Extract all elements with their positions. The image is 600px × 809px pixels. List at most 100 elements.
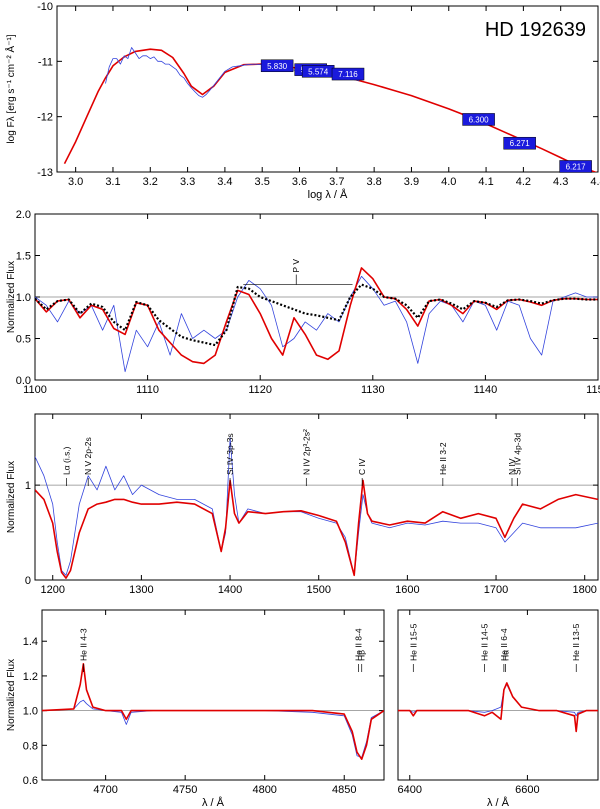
line-id: He II 15-5 (408, 623, 418, 672)
x-tick-label: 4750 (173, 784, 197, 796)
x-tick-label: 4.3 (553, 176, 568, 188)
x-tick-label: 3.8 (366, 176, 381, 188)
line-id-label: Si IV 4p-3d (512, 433, 522, 475)
line-id-label: He II 6-4 (499, 628, 509, 661)
y-tick-label: -10 (37, 1, 53, 13)
x-tick-label: 1500 (306, 584, 330, 596)
y-tick-label: 2.0 (16, 209, 31, 221)
x-axis-label: λ / Å (202, 796, 225, 809)
x-tick-label: 1600 (395, 584, 419, 596)
y-tick-label: 0.5 (16, 334, 31, 346)
series-model (42, 662, 384, 761)
series-model (35, 479, 598, 579)
line-id-label: Hβ (357, 650, 367, 661)
y-axis-label: Normalized Flux (6, 461, 17, 533)
y-axis-label: Normalized Flux (6, 659, 17, 731)
line-id: N IV (507, 458, 517, 486)
y-tick-label: 1 (25, 480, 31, 492)
x-tick-label: 3.2 (143, 176, 158, 188)
panel-uv: 1200 1300 1400 1500 1600 1700 1800 0 1 Normalized… (6, 413, 599, 596)
line-id-label: Hα (501, 650, 511, 661)
wavelength-box: 5.574 (301, 65, 335, 78)
wavelength-box: 7.116 (331, 67, 365, 81)
line-id-label: Si IV 3p-3s (225, 433, 235, 475)
line-id: N V 2p-2s (83, 437, 93, 486)
line-id-label: He II 13-5 (571, 623, 581, 661)
wavelength-box-label: 6.300 (469, 115, 490, 124)
x-tick-label: 3.7 (329, 176, 344, 188)
y-tick-label: 0.6 (23, 775, 38, 787)
y-tick-label: 1.0 (16, 292, 31, 304)
panel-optical-blue: 4700 4750 4800 4850 0.6 0.8 1.0 1.2 1.4 Normalize… (6, 609, 385, 809)
x-tick-label: 4.2 (516, 176, 531, 188)
chart-title: HD 192639 (485, 19, 586, 41)
line-id: P V (243, 259, 353, 285)
line-id: He II 6-4 (499, 628, 509, 672)
line-id-label: P V (291, 259, 301, 273)
line-id: He II 8-4 (354, 628, 364, 672)
series-model2 (35, 283, 598, 347)
x-tick-label: 3.9 (404, 176, 419, 188)
x-tick-label: 3.3 (180, 176, 195, 188)
x-tick-label: 1800 (572, 584, 596, 596)
panel-fuse: 1100 1110 1120 1130 1140 1150 0.0 0.5 1.0 1.5 2.0 N… (6, 209, 600, 396)
x-tick-label: 1200 (40, 584, 64, 596)
y-tick-label: -11 (38, 56, 53, 68)
y-tick-label: -12 (37, 112, 53, 124)
y-tick-label: 1.0 (23, 706, 38, 718)
y-tick-label: 1.4 (23, 636, 38, 648)
series-observed (35, 275, 598, 373)
line-id-label: He II 4-3 (78, 628, 88, 661)
line-id-label: He II 8-4 (354, 628, 364, 661)
wavelength-box-label: 7.116 (338, 70, 358, 79)
y-tick-label: -13 (37, 167, 53, 179)
plot-frame (34, 413, 599, 581)
x-tick-label: 1100 (23, 384, 47, 396)
line-id: C IV (357, 458, 367, 486)
line-id: Lα (i.s.) (62, 446, 72, 486)
line-id-label: He II 3-2 (438, 442, 448, 475)
panel-sed: 3.0 3.1 3.2 3.3 3.4 3.5 3.6 3.7 3.8 3.9 4.0 4.1 4.2 4… (4, 1, 600, 201)
x-tick-label: 3.4 (217, 176, 232, 188)
wavelength-box: 6.300 (462, 113, 495, 126)
wavelength-box-label: 6.271 (510, 139, 531, 148)
series-model1 (35, 267, 598, 365)
line-id: Hα (501, 650, 511, 672)
x-tick-label: 6400 (398, 784, 422, 796)
x-tick-label: 3.5 (255, 176, 270, 188)
line-id: Si IV 4p-3d (512, 433, 522, 486)
line-id: He II 4-3 (78, 628, 88, 672)
line-id-label: C IV (357, 458, 367, 475)
line-id: Si IV 3p-3s (225, 433, 235, 486)
x-tick-label: 1140 (474, 384, 498, 396)
x-tick-label: 1120 (248, 384, 272, 396)
x-tick-label: 1130 (361, 384, 385, 396)
line-id-label: N IV 2p³-2s² (301, 429, 311, 475)
x-tick-label: 4.0 (441, 176, 456, 188)
y-axis-label: Normalized Flux (6, 261, 17, 333)
plot-frame (397, 609, 599, 781)
x-tick-label: 4800 (252, 784, 276, 796)
x-tick-label: 1700 (484, 584, 508, 596)
x-tick-label: 6600 (515, 784, 539, 796)
wavelength-box: 6.271 (503, 136, 536, 150)
plot-frame (56, 5, 599, 173)
line-id: He II 3-2 (438, 442, 448, 486)
y-axis-label: log Fλ [erg s⁻¹ cm⁻² Å⁻¹] (4, 34, 17, 143)
line-id-label: He II 14-5 (479, 623, 489, 661)
x-tick-label: 3.0 (68, 176, 83, 188)
wavelength-box-label: 5.574 (308, 67, 329, 76)
line-id-label: He II 15-5 (408, 623, 418, 661)
line-id-label: N V 2p-2s (83, 437, 93, 475)
line-id: He II 13-5 (571, 623, 581, 672)
line-id: Hβ (357, 650, 367, 672)
line-id: He II 14-5 (479, 623, 489, 672)
wavelength-box-label: 6.217 (566, 162, 587, 171)
x-tick-label: 3.1 (105, 176, 120, 188)
wavelength-box-label: 5.830 (267, 62, 288, 71)
x-axis-label: log λ / Å (308, 188, 348, 201)
x-tick-label: 1110 (136, 384, 159, 396)
y-tick-label: 1.2 (23, 671, 38, 683)
x-tick-label: 4700 (93, 784, 117, 796)
